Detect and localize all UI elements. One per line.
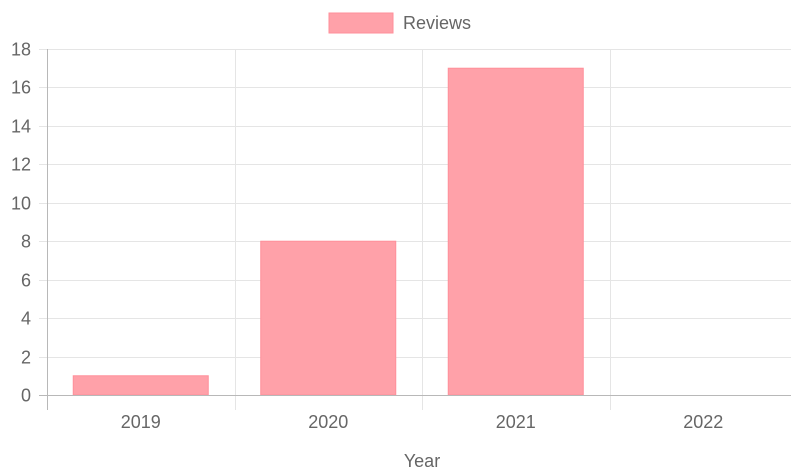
y-tick-labels: 0 2 4 6 8 10 12 14 16 18: [11, 40, 31, 406]
y-tick-label-10: 10: [11, 194, 31, 214]
bar-2019: [72, 375, 209, 396]
legend[interactable]: Reviews: [328, 12, 471, 34]
y-tick-label-2: 2: [21, 348, 31, 368]
x-tick-label-2022: 2022: [683, 412, 723, 432]
grid-lines: [39, 49, 791, 410]
x-axis-title: Year: [404, 451, 440, 468]
x-tick-label-2020: 2020: [308, 412, 348, 432]
y-tick-label-16: 16: [11, 78, 31, 98]
bars: [72, 67, 584, 396]
y-tick-label-12: 12: [11, 155, 31, 175]
bar-2020: [260, 240, 397, 396]
axes: [39, 49, 791, 410]
y-tick-label-18: 18: [11, 40, 31, 60]
bar-2021: [447, 67, 584, 396]
y-tick-label-0: 0: [21, 386, 31, 406]
x-tick-labels: 2019 2020 2021 2022: [121, 412, 724, 432]
y-tick-label-8: 8: [21, 232, 31, 252]
y-tick-label-6: 6: [21, 271, 31, 291]
x-tick-label-2019: 2019: [121, 412, 161, 432]
legend-swatch-reviews: [328, 12, 394, 34]
y-tick-label-14: 14: [11, 117, 31, 137]
x-tick-label-2021: 2021: [496, 412, 536, 432]
legend-label-reviews: Reviews: [403, 13, 471, 33]
y-tick-label-4: 4: [21, 309, 31, 329]
